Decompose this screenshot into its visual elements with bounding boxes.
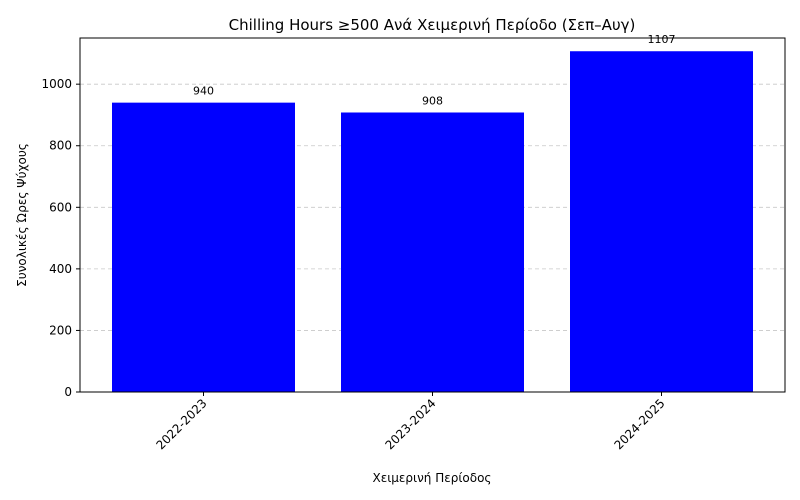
- bar: [112, 102, 295, 392]
- bars-layer: [112, 51, 753, 393]
- y-axis: 0 200 400 600 800 1000: [41, 77, 80, 399]
- x-tick-label: 2023-2024: [382, 396, 438, 452]
- bar: [570, 51, 753, 393]
- data-label: 908: [422, 94, 443, 107]
- x-tick-label: 2022-2023: [153, 396, 209, 452]
- data-labels: 940 908 1107: [193, 33, 676, 107]
- y-tick-label: 200: [49, 323, 72, 337]
- y-tick-label: 0: [64, 385, 72, 399]
- data-label: 1107: [648, 33, 676, 46]
- chart-title: Chilling Hours ≥500 Ανά Χειμερινή Περίοδ…: [229, 16, 636, 34]
- y-tick-label: 600: [49, 200, 72, 214]
- bar: [341, 112, 524, 393]
- x-axis: 2022-2023 2023-2024 2024-2025: [153, 392, 668, 452]
- data-label: 940: [193, 85, 214, 98]
- y-tick-label: 1000: [41, 77, 72, 91]
- y-tick-label: 800: [49, 139, 72, 153]
- x-tick-label: 2024-2025: [611, 396, 667, 452]
- x-axis-title: Χειμερινή Περίοδος: [373, 471, 492, 485]
- y-axis-title: Συνολικές Ώρες Ψύχους: [15, 143, 29, 287]
- y-tick-label: 400: [49, 262, 72, 276]
